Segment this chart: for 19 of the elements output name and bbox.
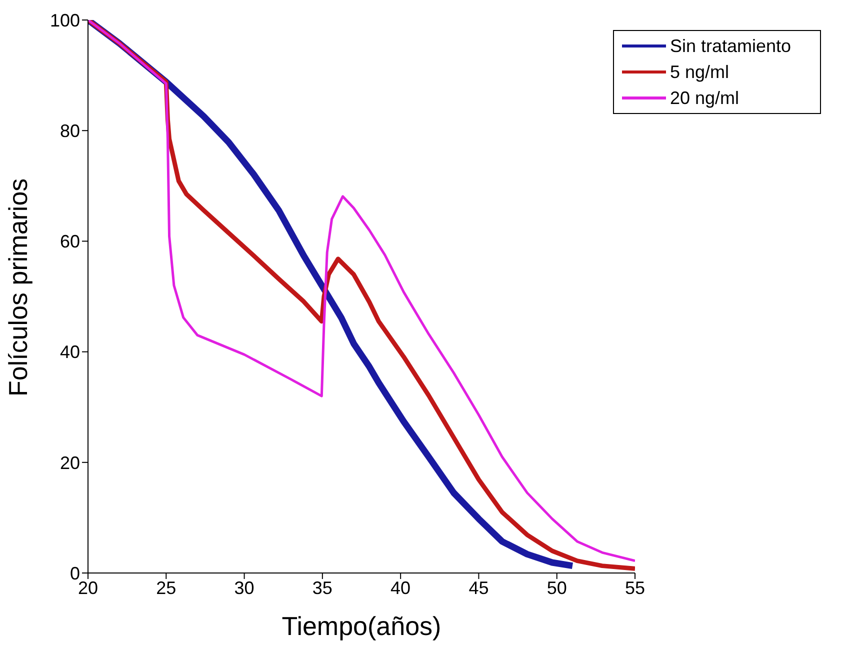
y-tick-label: 20 — [60, 452, 80, 473]
legend-label: 5 ng/ml — [670, 61, 730, 84]
x-tick-label: 45 — [468, 578, 489, 598]
legend-label: Sin tratamiento — [670, 35, 792, 58]
legend-label: 20 ng/ml — [670, 87, 740, 110]
x-axis-title: Tiempo(años) — [282, 611, 442, 641]
x-tick-label: 20 — [78, 578, 98, 598]
y-tick-label: 60 — [60, 232, 80, 252]
x-tick-label: 55 — [624, 578, 646, 598]
y-tick-label: 100 — [50, 10, 80, 30]
x-tick-label: 30 — [234, 578, 254, 598]
x-tick-label: 35 — [312, 578, 332, 598]
y-tick-label: 0 — [70, 563, 80, 584]
y-axis-title: Folículos primarios — [3, 178, 34, 396]
y-tick-label: 80 — [60, 120, 80, 141]
y-tick-label: 40 — [60, 342, 80, 362]
x-tick-label: 50 — [546, 578, 567, 598]
x-tick-label: 40 — [390, 578, 411, 598]
x-tick-label: 25 — [156, 578, 176, 598]
